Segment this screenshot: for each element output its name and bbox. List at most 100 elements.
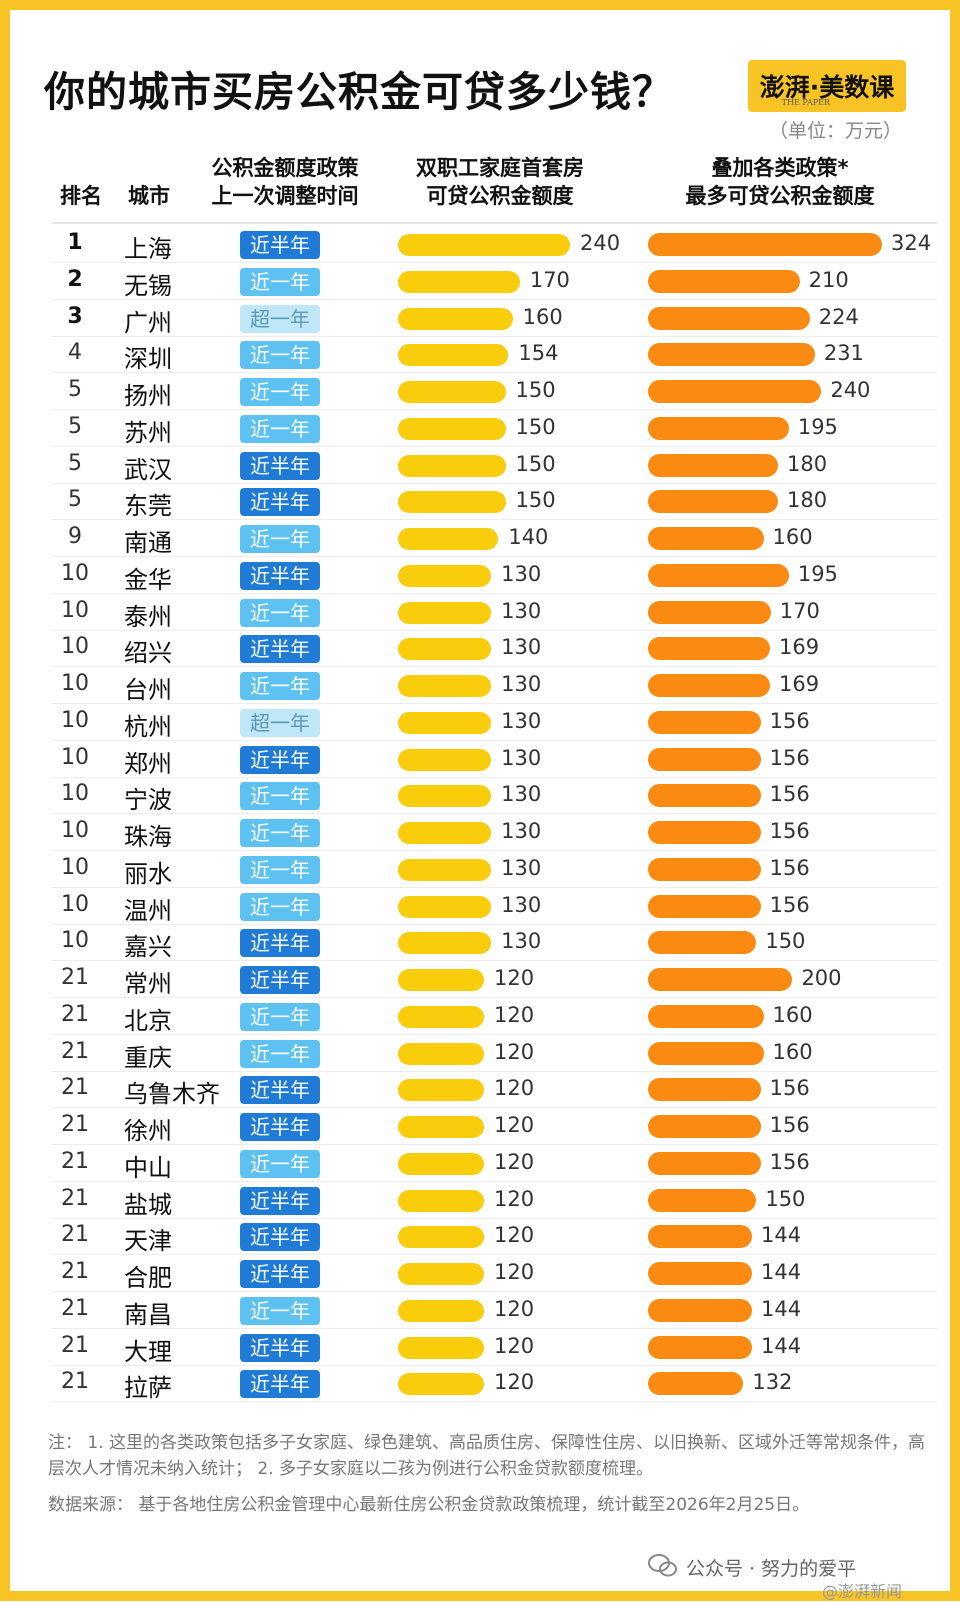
value-label-max: 160 xyxy=(772,525,813,549)
value-label-max: 144 xyxy=(761,1223,802,1248)
bar-base xyxy=(398,601,492,624)
value-label-base: 130 xyxy=(501,819,542,843)
weibo-account: @澎湃新闻 xyxy=(822,1582,903,1601)
value-label-base: 130 xyxy=(501,672,542,696)
table-row: 21 盐城 近半年 120 150 xyxy=(10,1182,950,1219)
row-divider xyxy=(52,556,937,557)
value-label-max: 224 xyxy=(818,304,859,329)
rank-label: 5 xyxy=(68,377,82,402)
policy-badge: 近一年 xyxy=(240,672,320,700)
rank-label: 10 xyxy=(61,671,89,696)
bar-max xyxy=(648,1372,744,1396)
policy-badge: 近半年 xyxy=(240,488,320,517)
policy-badge: 超一年 xyxy=(240,304,320,333)
bar-base xyxy=(398,858,492,881)
value-label-base: 120 xyxy=(494,1149,535,1174)
city-label: 绍兴 xyxy=(124,639,172,668)
footnote: 注： 1. 这里的各类政策包括多子女家庭、绿色建筑、高品质住房、保障性住房、以旧… xyxy=(48,1433,926,1479)
value-label-max: 200 xyxy=(801,966,842,990)
policy-badge: 近一年 xyxy=(240,1149,320,1178)
value-label-base: 120 xyxy=(494,1296,535,1321)
table-row: 21 合肥 近半年 120 144 xyxy=(10,1255,950,1292)
row-divider xyxy=(52,813,937,815)
table-row: 21 中山 近一年 120 156 xyxy=(10,1145,950,1182)
bar-max xyxy=(648,674,771,697)
value-label-max: 195 xyxy=(797,414,838,439)
bar-base xyxy=(398,1226,484,1249)
bar-base xyxy=(398,344,509,367)
value-label-max: 156 xyxy=(769,1076,810,1101)
value-label-max: 144 xyxy=(761,1333,802,1358)
city-label: 天津 xyxy=(124,1227,172,1256)
policy-badge: 近一年 xyxy=(240,598,320,627)
value-label-base: 120 xyxy=(494,1076,535,1101)
bar-base xyxy=(398,785,492,808)
policy-badge: 近一年 xyxy=(240,855,320,884)
city-label: 郑州 xyxy=(124,749,172,778)
rank-label: 21 xyxy=(61,1295,89,1321)
table-row: 10 郑州 近半年 130 156 xyxy=(10,741,950,778)
policy-badge: 近半年 xyxy=(240,1113,320,1141)
header-city: 城市 xyxy=(128,184,170,208)
city-label: 宁波 xyxy=(124,786,172,815)
table-row: 1 上海 近半年 240 324 xyxy=(10,226,950,263)
policy-badge: 近半年 xyxy=(240,451,320,480)
value-label-max: 144 xyxy=(761,1296,802,1321)
row-divider xyxy=(52,886,937,888)
row-divider xyxy=(52,298,937,300)
bar-max xyxy=(648,1151,761,1175)
rank-label: 21 xyxy=(61,1075,89,1101)
city-label: 泰州 xyxy=(124,602,172,631)
row-divider xyxy=(52,1217,937,1219)
value-label-max: 150 xyxy=(765,929,806,954)
bar-max xyxy=(648,563,789,587)
row-divider xyxy=(52,960,937,962)
value-label-base: 150 xyxy=(515,414,556,439)
row-divider xyxy=(52,592,937,594)
bar-base xyxy=(398,748,492,771)
rank-label: 1 xyxy=(67,230,83,255)
value-label-base: 150 xyxy=(515,488,556,513)
bar-base xyxy=(398,234,570,256)
rank-label: 10 xyxy=(61,634,89,660)
bar-max xyxy=(648,380,822,403)
rank-label: 21 xyxy=(61,1259,89,1284)
wechat-icon xyxy=(648,1554,677,1577)
header-divider xyxy=(52,222,937,224)
bar-max xyxy=(648,1335,752,1359)
rank-label: 21 xyxy=(61,1222,89,1248)
value-label-base: 150 xyxy=(515,378,556,402)
bar-max xyxy=(648,1225,752,1249)
city-label: 苏州 xyxy=(124,418,172,447)
rank-label: 10 xyxy=(61,597,89,623)
header-base-line2: 可贷公积金额度 xyxy=(426,184,574,208)
city-label: 珠海 xyxy=(124,823,172,851)
value-label-base: 160 xyxy=(522,304,563,329)
row-divider xyxy=(52,1180,937,1182)
policy-badge: 近一年 xyxy=(240,267,320,296)
value-label-max: 180 xyxy=(787,488,828,513)
city-label: 合肥 xyxy=(124,1264,172,1292)
bar-max xyxy=(648,710,761,734)
rank-label: 5 xyxy=(68,487,82,513)
value-label-max: 156 xyxy=(769,708,810,733)
city-label: 重庆 xyxy=(124,1043,172,1072)
rank-label: 10 xyxy=(61,854,89,880)
header-max-line1: 叠加各类政策* xyxy=(711,156,849,180)
policy-badge: 近一年 xyxy=(240,1002,320,1031)
table-row: 10 杭州 超一年 130 156 xyxy=(10,704,950,741)
value-label-max: 180 xyxy=(787,451,828,476)
row-divider xyxy=(52,1254,937,1256)
bar-base xyxy=(398,417,506,440)
value-label-base: 120 xyxy=(494,966,535,990)
policy-badge: 近半年 xyxy=(240,1260,320,1288)
city-label: 嘉兴 xyxy=(124,933,172,962)
city-label: 丽水 xyxy=(124,859,172,888)
value-label-base: 120 xyxy=(494,1333,535,1358)
row-divider xyxy=(52,629,937,631)
bar-max xyxy=(648,968,793,991)
policy-badge: 近一年 xyxy=(240,782,320,811)
bar-max xyxy=(648,453,778,477)
row-divider xyxy=(52,923,937,925)
